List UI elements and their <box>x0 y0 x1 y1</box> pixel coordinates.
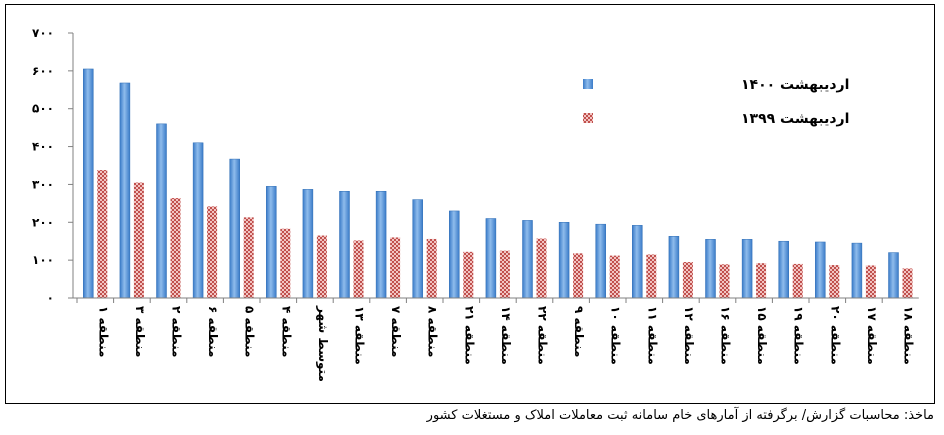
x-category-label: منطقه ۱ <box>96 306 110 357</box>
y-tick-label: ۳۰۰ <box>32 177 54 191</box>
bar-series-2 <box>499 250 510 298</box>
x-category-label: منطقه ۱۰ <box>609 306 623 365</box>
x-category-label: منطقه ۹ <box>572 306 586 357</box>
bar-series-1 <box>412 199 423 299</box>
bar-series-2 <box>463 251 474 298</box>
x-category-label: منطقه ۱۶ <box>719 306 733 365</box>
x-category-label: منطقه ۲۲ <box>536 306 550 365</box>
x-category-label: منطقه ۱۸ <box>902 306 916 365</box>
legend-label: اردیبهشت ۱۳۹۹ <box>741 111 849 127</box>
bar-series-2 <box>353 240 364 298</box>
x-category-label: منطقه ۱۴ <box>499 306 513 365</box>
bar-series-2 <box>902 268 913 298</box>
bar-series-1 <box>741 239 753 299</box>
x-category-label: منطقه ۱۹ <box>792 306 806 365</box>
x-category-label: منطقه ۷ <box>389 306 403 357</box>
bar-series-1 <box>83 68 94 299</box>
x-axis: منطقه ۱ منطقه ۳ منطقه ۲ منطقه ۶ منطقه ۵ منطقه… <box>73 297 919 382</box>
y-tick-label: ۱۰۰ <box>32 253 54 267</box>
bar-series-1 <box>229 158 240 299</box>
x-category-label: منطقه ۲ <box>170 306 184 357</box>
legend: اردیبهشت ۱۴۰۰ اردیبهشت ۱۳۹۹ <box>583 77 849 127</box>
y-tick-label: ۶۰۰ <box>32 64 54 78</box>
y-tick-label: ۴۰۰ <box>32 140 54 154</box>
bar-series-2 <box>792 263 803 298</box>
bar-series-1 <box>449 210 460 299</box>
bar-series-2 <box>609 255 620 298</box>
y-tick-label: ۷۰۰ <box>32 26 54 40</box>
x-category-label: منطقه ۱۲ <box>682 306 696 365</box>
x-category-label: منطقه ۱۳ <box>353 306 367 365</box>
bar-series-2 <box>865 265 876 298</box>
bar-series-1 <box>119 82 131 299</box>
bar-series-2 <box>426 238 437 298</box>
bar-series-1 <box>339 190 350 299</box>
bar-series-2 <box>170 198 181 298</box>
bar-series-2 <box>573 253 584 298</box>
bar-series-2 <box>719 264 730 298</box>
bar-series-1 <box>632 225 643 299</box>
bar-series-1 <box>888 252 899 299</box>
bar-series-1 <box>156 123 167 299</box>
y-tick-label: ۵۰۰ <box>32 102 54 116</box>
bar-series-2 <box>207 206 218 298</box>
x-category-label: منطقه ۱۱ <box>645 306 659 365</box>
bar-series-2 <box>243 217 254 298</box>
bar-series-2 <box>280 228 291 298</box>
bar-series-2 <box>756 263 767 298</box>
x-category-label: منطقه ۱۵ <box>755 306 769 365</box>
bar-series-2 <box>390 237 401 298</box>
bar-series-1 <box>668 236 680 299</box>
legend-swatch <box>583 113 593 123</box>
source-note: ماخذ: محاسبات گزارش/ برگرفته از آمارهای … <box>426 408 934 423</box>
bar-series-1 <box>485 218 497 299</box>
bar-series-2 <box>829 265 840 298</box>
bar-series-1 <box>522 220 533 299</box>
x-category-label: منطقه ۶ <box>206 306 220 357</box>
bar-series-1 <box>375 190 387 299</box>
bar-series-2 <box>316 235 327 298</box>
bar-series-1 <box>595 223 606 299</box>
legend-swatch <box>583 79 593 89</box>
bar-series-1 <box>778 240 789 299</box>
legend-label: اردیبهشت ۱۴۰۰ <box>741 77 849 93</box>
bar-series-2 <box>682 262 693 298</box>
bar-series-1 <box>815 241 826 299</box>
bar-series-1 <box>192 142 204 299</box>
bar-series-1 <box>705 239 716 299</box>
x-category-label: منطقه ۸ <box>426 306 440 357</box>
x-category-label: منطقه ۴ <box>279 306 293 357</box>
bar-series-2 <box>536 238 547 298</box>
x-category-label: منطقه ۲۱ <box>462 306 476 365</box>
y-tick-label: ۲۰۰ <box>32 215 54 229</box>
x-category-label: منطقه ۱۷ <box>865 306 879 365</box>
bar-series-2 <box>133 182 144 298</box>
bars <box>83 68 913 299</box>
x-category-label: منطقه ۵ <box>243 306 257 357</box>
bar-series-1 <box>266 186 277 299</box>
chart-frame: ۰ ۱۰۰ ۲۰۰ ۳۰۰ ۴۰۰ ۵۰۰ ۶۰۰ ۷۰۰ منطقه ۱ منطقه ۳ منط… <box>5 4 935 404</box>
bar-series-2 <box>646 254 657 298</box>
bar-series-2 <box>97 170 108 298</box>
bar-series-1 <box>558 222 570 299</box>
x-category-label: منطقه ۲۰ <box>828 306 842 365</box>
x-category-label: منطقه ۳ <box>133 306 147 357</box>
bar-series-1 <box>302 189 314 299</box>
y-tick-label: ۰ <box>47 291 54 305</box>
x-category-label: متوسط شهر <box>315 305 330 382</box>
y-axis: ۰ ۱۰۰ ۲۰۰ ۳۰۰ ۴۰۰ ۵۰۰ ۶۰۰ ۷۰۰ <box>32 26 74 305</box>
bar-series-1 <box>851 242 863 299</box>
